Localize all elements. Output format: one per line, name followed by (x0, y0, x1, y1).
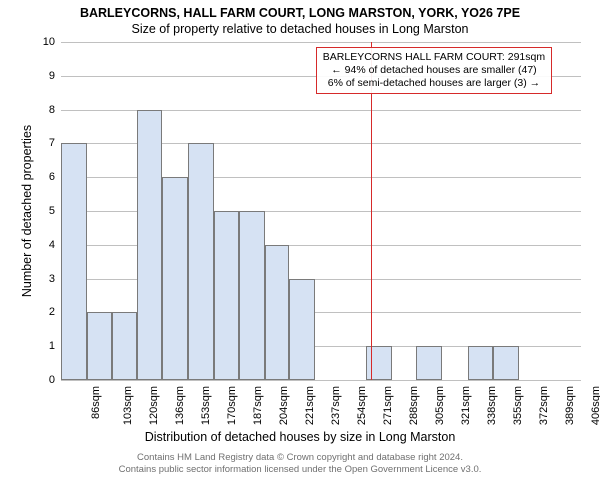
x-tick-label: 271sqm (382, 386, 394, 425)
x-tick-label: 355sqm (512, 386, 524, 425)
x-tick-label: 321sqm (460, 386, 472, 425)
legend-line-2: ← 94% of detached houses are smaller (47… (323, 64, 545, 77)
x-tick-label: 338sqm (486, 386, 498, 425)
x-tick-label: 372sqm (538, 386, 550, 425)
y-tick-label: 4 (49, 239, 55, 251)
y-tick-label: 6 (49, 171, 55, 183)
x-tick-label: 288sqm (408, 386, 420, 425)
x-tick-label: 254sqm (356, 386, 368, 425)
x-tick-label: 86sqm (90, 386, 102, 419)
x-tick-label: 103sqm (122, 386, 134, 425)
x-tick-label: 170sqm (226, 386, 238, 425)
y-tick-label: 2 (49, 306, 55, 318)
y-tick-label: 10 (43, 36, 55, 48)
chart-plot-area: 012345678910 86sqm103sqm120sqm136sqm153s… (60, 42, 581, 380)
chart-subtitle: Size of property relative to detached ho… (8, 22, 592, 36)
attribution-line-1: Contains HM Land Registry data © Crown c… (8, 452, 592, 464)
y-tick-label: 8 (49, 104, 55, 116)
legend-line-3: 6% of semi-detached houses are larger (3… (323, 77, 545, 90)
y-tick-label: 9 (49, 70, 55, 82)
x-tick-label: 204sqm (278, 386, 290, 425)
x-tick-label: 305sqm (434, 386, 446, 425)
x-tick-label: 153sqm (200, 386, 212, 425)
x-tick-label: 187sqm (252, 386, 264, 425)
x-tick-label: 237sqm (330, 386, 342, 425)
x-tick-label: 120sqm (148, 386, 160, 425)
legend-line-1: BARLEYCORNS HALL FARM COURT: 291sqm (323, 51, 545, 64)
y-tick-label: 1 (49, 340, 55, 352)
x-axis-label: Distribution of detached houses by size … (8, 430, 592, 444)
attribution: Contains HM Land Registry data © Crown c… (8, 452, 592, 476)
y-tick-label: 5 (49, 205, 55, 217)
x-tick-label: 136sqm (174, 386, 186, 425)
y-axis-label: Number of detached properties (20, 125, 34, 297)
y-tick-label: 7 (49, 137, 55, 149)
x-tick-label: 389sqm (564, 386, 576, 425)
y-tick-label: 3 (49, 273, 55, 285)
marker-legend-box: BARLEYCORNS HALL FARM COURT: 291sqm ← 94… (316, 47, 552, 94)
chart-title: BARLEYCORNS, HALL FARM COURT, LONG MARST… (8, 6, 592, 20)
x-tick-label: 221sqm (304, 386, 316, 425)
x-tick-label: 406sqm (590, 386, 600, 425)
attribution-line-2: Contains public sector information licen… (8, 464, 592, 476)
y-tick-label: 0 (49, 374, 55, 386)
